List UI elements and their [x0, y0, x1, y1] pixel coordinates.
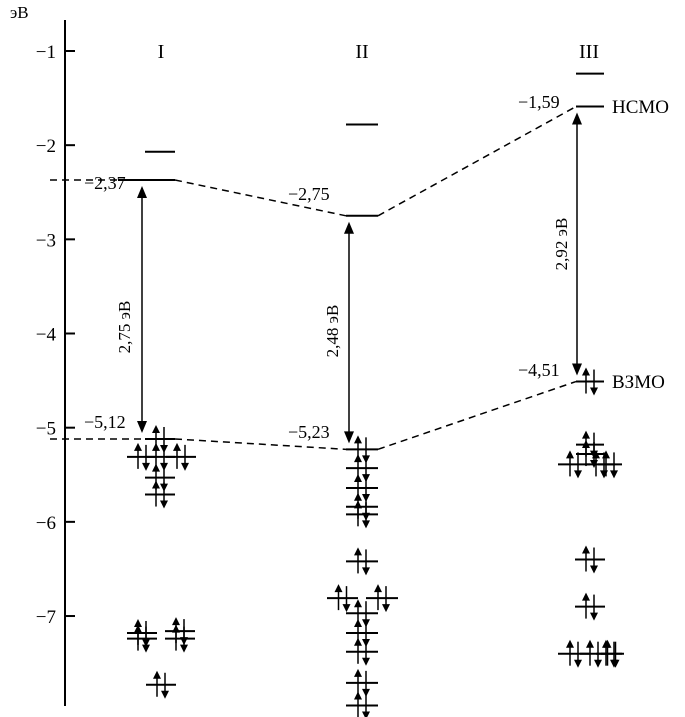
spin-up-arrowhead	[582, 545, 590, 554]
spin-down-arrowhead	[142, 462, 150, 471]
spin-down-arrowhead	[590, 612, 598, 621]
spin-down-arrowhead	[574, 659, 582, 668]
lumo-energy-label: −2,75	[288, 184, 330, 204]
spin-down-arrowhead	[362, 567, 370, 576]
spin-up-arrowhead	[582, 440, 590, 449]
lumo-connector	[377, 105, 577, 217]
homo-energy-label: −5,12	[84, 412, 126, 432]
spin-down-arrowhead	[362, 711, 370, 717]
energy-unit-label: эВ	[10, 3, 29, 22]
spin-up-arrowhead	[603, 639, 612, 648]
spin-up-arrowhead	[134, 624, 142, 633]
spin-up-arrowhead	[354, 454, 362, 463]
gap-arrowhead-down	[572, 363, 582, 376]
spin-down-arrowhead	[161, 690, 169, 699]
gap-arrowhead-up	[344, 221, 354, 234]
spin-down-arrowhead	[610, 470, 618, 479]
axis-tick-label: −2	[36, 136, 56, 157]
spin-down-arrowhead	[590, 387, 598, 396]
orbital-levels	[118, 72, 624, 717]
column-label: II	[355, 41, 368, 63]
spin-down-arrowhead	[180, 644, 188, 653]
spin-up-arrowhead	[582, 367, 590, 376]
column-label: I	[158, 41, 165, 63]
spin-up-arrowhead	[354, 599, 362, 608]
spin-up-arrowhead	[334, 584, 343, 593]
spin-up-arrowhead	[354, 637, 362, 646]
spin-down-arrowhead	[594, 659, 602, 668]
column-label: III	[579, 41, 599, 63]
homo-tag: ВЗМО	[612, 372, 665, 393]
spin-down-arrowhead	[362, 688, 370, 697]
spin-up-arrowhead	[374, 584, 382, 593]
spin-up-arrowhead	[152, 480, 160, 489]
homo-lumo-connectors	[50, 105, 577, 451]
spin-down-arrowhead	[362, 657, 370, 666]
spin-up-arrowhead	[134, 442, 142, 451]
spin-up-arrowhead	[354, 668, 362, 677]
spin-down-arrowhead	[181, 462, 189, 471]
spin-up-arrowhead	[354, 500, 362, 509]
spin-up-arrowhead	[592, 450, 600, 459]
spin-up-arrowhead	[586, 639, 594, 648]
spin-down-arrowhead	[382, 604, 390, 613]
energy-labels: I −2,37 −5,12 2,75 эВ II −2,75 −5,23 2,48 эВ III…	[84, 41, 669, 442]
energy-axis-ticks: −1 −2 −3 −4 −5 −6 −7	[36, 42, 75, 628]
spin-up-arrowhead	[354, 473, 362, 482]
spin-up-arrowhead	[152, 463, 160, 472]
lumo-energy-label: −1,59	[518, 92, 560, 112]
gap-label: 2,48 эВ	[323, 305, 342, 358]
spin-down-arrowhead	[362, 520, 370, 529]
gap-arrowhead-down	[344, 431, 354, 444]
spin-down-arrowhead	[160, 500, 168, 509]
spin-up-arrowhead	[134, 618, 142, 627]
lumo-energy-label: −2,37	[84, 173, 126, 193]
spin-down-arrowhead	[590, 565, 598, 574]
spin-down-arrowhead	[574, 470, 582, 479]
axis-tick-label: −5	[36, 419, 56, 440]
spin-down-arrowhead	[611, 659, 620, 668]
spin-up-arrowhead	[566, 639, 574, 648]
axis-tick-label: −6	[36, 513, 56, 534]
spin-up-arrowhead	[153, 670, 161, 679]
spin-up-arrowhead	[152, 424, 160, 433]
spin-up-arrowhead	[602, 450, 610, 459]
spin-up-arrowhead	[354, 547, 362, 556]
spin-up-arrowhead	[354, 492, 362, 501]
homo-connector	[377, 380, 577, 451]
spin-up-arrowhead	[354, 435, 362, 444]
gap-label: 2,92 эВ	[552, 218, 571, 271]
axis-tick-label: −1	[36, 42, 56, 63]
gap-label: 2,75 эВ	[115, 301, 134, 354]
spin-up-arrowhead	[566, 450, 574, 459]
spin-up-arrowhead	[582, 592, 590, 601]
axis-tick-label: −3	[36, 230, 56, 251]
spin-down-arrowhead	[342, 604, 351, 613]
axis-tick-label: −4	[36, 325, 57, 346]
gap-arrowhead-up	[137, 186, 147, 199]
spin-up-arrowhead	[172, 624, 180, 633]
homo-connector	[174, 438, 347, 451]
homo-energy-label: −5,23	[288, 422, 330, 442]
gap-arrowhead-up	[572, 112, 582, 125]
homo-energy-label: −4,51	[518, 360, 560, 380]
spin-up-arrowhead	[354, 691, 362, 700]
spin-down-arrowhead	[600, 470, 608, 479]
axis-tick-label: −7	[36, 607, 56, 628]
spin-down-arrowhead	[142, 644, 150, 653]
spin-up-arrowhead	[354, 618, 362, 627]
spin-up-arrowhead	[582, 430, 590, 439]
lumo-tag: НСМО	[612, 97, 669, 118]
spin-up-arrowhead	[152, 442, 160, 451]
spin-up-arrowhead	[172, 617, 180, 626]
lumo-connector	[174, 179, 347, 217]
spin-up-arrowhead	[173, 442, 181, 451]
gap-arrowhead-down	[137, 420, 147, 433]
